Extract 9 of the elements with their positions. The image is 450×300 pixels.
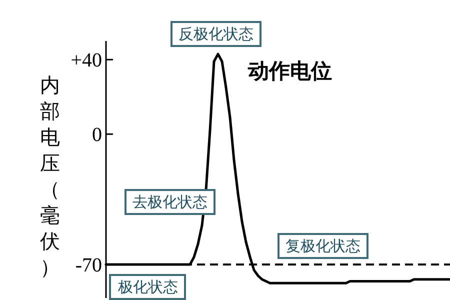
y-axis-title: 内部电压（毫伏） <box>40 73 60 279</box>
annotation: 动作电位 <box>247 59 332 83</box>
annotation: 极化状态 <box>117 278 178 296</box>
y-tick-label: -70 <box>75 254 102 276</box>
annotation: 反极化状态 <box>178 25 254 43</box>
annotation: 复极化状态 <box>286 237 360 255</box>
annotation: 去极化状态 <box>132 193 208 211</box>
y-tick-label: 0 <box>92 124 102 146</box>
y-tick-label: +40 <box>70 50 102 72</box>
